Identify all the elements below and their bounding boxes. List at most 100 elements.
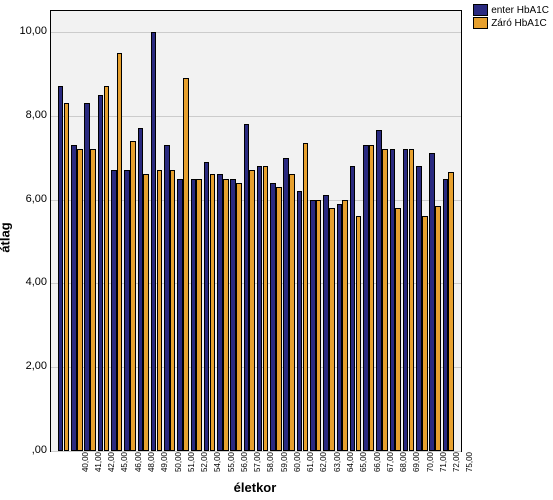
bar <box>191 179 197 451</box>
x-tick-label: 55,00 <box>227 452 236 472</box>
bar <box>369 145 375 451</box>
x-tick-label: 56,00 <box>240 452 249 472</box>
x-tick-label: 71,00 <box>439 452 448 472</box>
y-axis-label: átlag <box>0 222 13 252</box>
bar <box>223 179 229 451</box>
bar <box>363 145 369 451</box>
bar <box>337 204 343 451</box>
bar <box>297 191 303 451</box>
bar <box>124 170 130 451</box>
bar <box>170 170 176 451</box>
bar <box>143 174 149 451</box>
bar <box>310 200 316 451</box>
x-tick-label: 59,00 <box>280 452 289 472</box>
bar <box>329 208 335 451</box>
bar <box>249 170 255 451</box>
legend: enter HbA1C Záró HbA1C <box>473 4 549 30</box>
x-tick-label: 66,00 <box>373 452 382 472</box>
bar <box>376 130 382 451</box>
x-tick-label: 70,00 <box>426 452 435 472</box>
bar <box>230 179 236 451</box>
bar <box>217 174 223 451</box>
bar <box>104 86 110 451</box>
bar <box>138 128 144 451</box>
x-tick-label: 54,00 <box>213 452 222 472</box>
bar <box>58 86 64 451</box>
bar <box>157 170 163 451</box>
bar <box>111 170 117 451</box>
bar <box>409 149 415 451</box>
legend-swatch <box>473 17 488 29</box>
x-tick-label: 67,00 <box>386 452 395 472</box>
x-tick-label: 57,00 <box>253 452 262 472</box>
bar <box>210 174 216 451</box>
bar <box>316 200 322 451</box>
bar <box>448 172 454 451</box>
bar <box>164 145 170 451</box>
y-tick-label: 4,00 <box>2 276 47 288</box>
bar <box>403 149 409 451</box>
x-tick-label: 75,00 <box>465 452 474 472</box>
x-tick-label: 51,00 <box>187 452 196 472</box>
legend-label: Záró HbA1C <box>491 18 547 29</box>
legend-swatch <box>473 4 488 16</box>
bar <box>422 216 428 451</box>
x-tick-label: 68,00 <box>399 452 408 472</box>
bar <box>350 166 356 451</box>
y-tick-label: 2,00 <box>2 360 47 372</box>
plot-area <box>51 11 461 451</box>
bar <box>435 206 441 451</box>
bar <box>390 149 396 451</box>
x-tick-label: 60,00 <box>293 452 302 472</box>
bar <box>64 103 70 451</box>
x-tick-label: 62,00 <box>319 452 328 472</box>
bar <box>90 149 96 451</box>
bar <box>84 103 90 451</box>
bar <box>117 53 123 451</box>
bar <box>289 174 295 451</box>
legend-label: enter HbA1C <box>491 5 549 16</box>
bar <box>342 200 348 451</box>
legend-item: Záró HbA1C <box>473 17 549 29</box>
bar <box>416 166 422 451</box>
bar <box>183 78 189 451</box>
x-tick-label: 52,00 <box>200 452 209 472</box>
bar <box>323 195 329 451</box>
bar <box>130 141 136 451</box>
x-tick-label: 41,00 <box>94 452 103 472</box>
chart-container: átlag életkor ,002,004,006,008,0010,00 4… <box>0 0 553 500</box>
bar <box>263 166 269 451</box>
x-tick-label: 42,00 <box>107 452 116 472</box>
y-tick-label: 10,00 <box>2 25 47 37</box>
x-tick-label: 58,00 <box>266 452 275 472</box>
bar <box>244 124 250 451</box>
bar <box>204 162 210 451</box>
plot-frame <box>50 10 462 452</box>
bar <box>71 145 77 451</box>
bar <box>270 183 276 451</box>
bar <box>177 179 183 451</box>
bar <box>382 149 388 451</box>
bar <box>98 95 104 451</box>
y-tick-label: ,00 <box>2 444 47 456</box>
y-tick-label: 6,00 <box>2 193 47 205</box>
x-tick-label: 46,00 <box>134 452 143 472</box>
bar <box>276 187 282 451</box>
x-tick-label: 50,00 <box>174 452 183 472</box>
bar <box>443 179 449 451</box>
y-tick-label: 8,00 <box>2 109 47 121</box>
x-tick-label: 72,00 <box>452 452 461 472</box>
bar <box>151 32 157 451</box>
bar <box>356 216 362 451</box>
bar <box>257 166 263 451</box>
x-tick-label: 64,00 <box>346 452 355 472</box>
x-tick-label: 63,00 <box>333 452 342 472</box>
bar <box>395 208 401 451</box>
bar <box>77 149 83 451</box>
bar <box>303 143 309 451</box>
x-tick-label: 45,00 <box>120 452 129 472</box>
bar <box>196 179 202 451</box>
legend-item: enter HbA1C <box>473 4 549 16</box>
x-tick-label: 69,00 <box>412 452 421 472</box>
x-tick-label: 49,00 <box>160 452 169 472</box>
